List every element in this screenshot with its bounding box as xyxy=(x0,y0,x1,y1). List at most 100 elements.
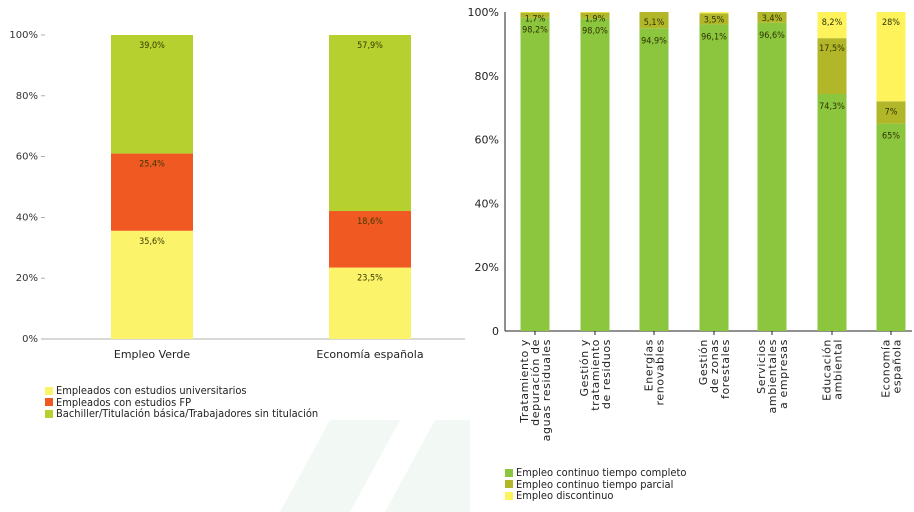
data-label: 17,5% xyxy=(819,44,845,54)
y-tick-label: 80% xyxy=(16,91,38,102)
y-tick-label: 60% xyxy=(475,134,499,147)
legend-swatch xyxy=(45,386,53,395)
legend-swatch xyxy=(505,491,513,500)
legend-item-fp: Empleados con estudios FP xyxy=(45,395,318,409)
x-category-label-line: forestales xyxy=(719,339,732,399)
x-category-label-line: ambiental xyxy=(832,339,845,400)
background-watermark xyxy=(280,420,470,512)
bar-segment xyxy=(699,24,729,331)
y-tick-label: 40% xyxy=(16,212,38,223)
data-label: 5,1% xyxy=(644,18,665,28)
legend-swatch xyxy=(45,409,53,418)
x-category-label-line: Energías xyxy=(643,339,656,391)
data-label: 18,6% xyxy=(357,217,383,227)
data-label: 28% xyxy=(882,18,900,28)
data-label: 7% xyxy=(885,107,898,117)
legend-item-universitarios: Empleados con estudios universitarios xyxy=(45,385,318,397)
data-label: 96,1% xyxy=(701,32,727,42)
bar-segment xyxy=(580,18,610,331)
legend-swatch xyxy=(505,468,513,477)
x-category-label-line: española xyxy=(891,339,904,394)
chart-employment-type: 020%40%60%80%100%98,2%1,7%Tratamiento yd… xyxy=(468,6,912,441)
bar-segment xyxy=(329,211,411,268)
bar-segment xyxy=(699,12,729,14)
x-category-label-line: Economía xyxy=(880,339,893,398)
bar-segment xyxy=(520,12,550,13)
legend-item-bachiller: Bachiller/Titulación básica/Trabajadores… xyxy=(45,408,318,420)
bar-segment xyxy=(757,22,787,331)
data-label: 1,7% xyxy=(525,14,546,24)
bar-segment xyxy=(817,12,847,39)
data-label: 25,4% xyxy=(139,160,165,170)
x-category-label-line: Gestión xyxy=(697,339,710,385)
data-label: 98,2% xyxy=(522,26,548,36)
data-label: 3,5% xyxy=(704,15,725,25)
data-label: 39,0% xyxy=(139,41,165,51)
bar-segment xyxy=(520,17,550,331)
bar-segment xyxy=(329,35,411,212)
legend-swatch xyxy=(45,398,53,407)
x-category-label-line: depuración de xyxy=(529,339,542,426)
data-label: 94,9% xyxy=(641,36,667,46)
y-tick-label: 100% xyxy=(9,30,38,41)
bar-segment xyxy=(699,13,729,25)
y-tick-label: 0 xyxy=(492,325,499,338)
y-tick-label: 0% xyxy=(22,334,38,345)
legend-item-discontinuo: Empleo discontinuo xyxy=(505,490,686,502)
legend-education: Empleados con estudios universitarios Em… xyxy=(45,385,318,420)
legend-item-parcial: Empleo continuo tiempo parcial xyxy=(505,477,686,491)
bar-segment xyxy=(111,35,193,154)
bar-segment xyxy=(329,267,411,339)
legend-employment: Empleo continuo tiempo completo Empleo c… xyxy=(505,467,686,502)
x-category-label-line: de residuos xyxy=(600,339,613,409)
legend-label: Bachiller/Titulación básica/Trabajadores… xyxy=(56,407,319,420)
x-category-label-line: Gestión y xyxy=(578,339,591,397)
data-label: 1,9% xyxy=(585,14,606,24)
bar-segment xyxy=(876,101,906,124)
y-tick-label: 40% xyxy=(475,197,499,210)
bar-segment xyxy=(580,12,610,13)
x-category-label-line: de zonas xyxy=(708,339,721,393)
chart-education: 0% 20% 40% 60% 80% 100% 35,6% 25,4% 39,0% Empleo … xyxy=(9,30,465,361)
data-label: 57,9% xyxy=(357,41,383,51)
legend-item-completo: Empleo continuo tiempo completo xyxy=(505,467,686,479)
data-label: 65% xyxy=(882,132,900,142)
y-tick-label: 20% xyxy=(475,261,499,274)
x-category-label-line: Tratamiento y xyxy=(518,339,531,424)
bar-segment xyxy=(111,230,193,339)
x-category-label-line: Servicios xyxy=(755,339,768,394)
x-category-label-line: a empresas xyxy=(777,339,790,409)
bar-segment xyxy=(580,12,610,19)
legend-label: Empleo discontinuo xyxy=(516,489,614,502)
bar-segment xyxy=(876,12,906,102)
data-label: 74,3% xyxy=(819,102,845,112)
bar-segment xyxy=(639,28,669,331)
legend-label: Empleo continuo tiempo parcial xyxy=(516,477,674,491)
bar-segment xyxy=(639,12,669,29)
y-tick-label: 80% xyxy=(475,70,499,83)
x-category-label-line: aguas residuales xyxy=(540,339,553,441)
y-tick-label: 100% xyxy=(468,6,499,19)
data-label: 35,6% xyxy=(139,237,165,247)
data-label: 3,4% xyxy=(762,14,783,24)
bar-segment xyxy=(876,123,906,332)
data-label: 8,2% xyxy=(822,18,843,28)
legend-label: Empleados con estudios universitarios xyxy=(56,384,247,397)
x-category-label-line: Educación xyxy=(821,339,834,401)
x-category-label-line: tratamiento xyxy=(589,339,602,411)
bar-segment xyxy=(817,38,847,94)
legend-label: Empleados con estudios FP xyxy=(56,395,192,409)
data-label: 23,5% xyxy=(357,274,383,284)
x-category-label-line: ambientales xyxy=(766,339,779,413)
y-tick-label: 60% xyxy=(16,152,38,163)
x-category-label: Empleo Verde xyxy=(114,348,190,361)
x-category-label: Economía española xyxy=(316,348,423,361)
